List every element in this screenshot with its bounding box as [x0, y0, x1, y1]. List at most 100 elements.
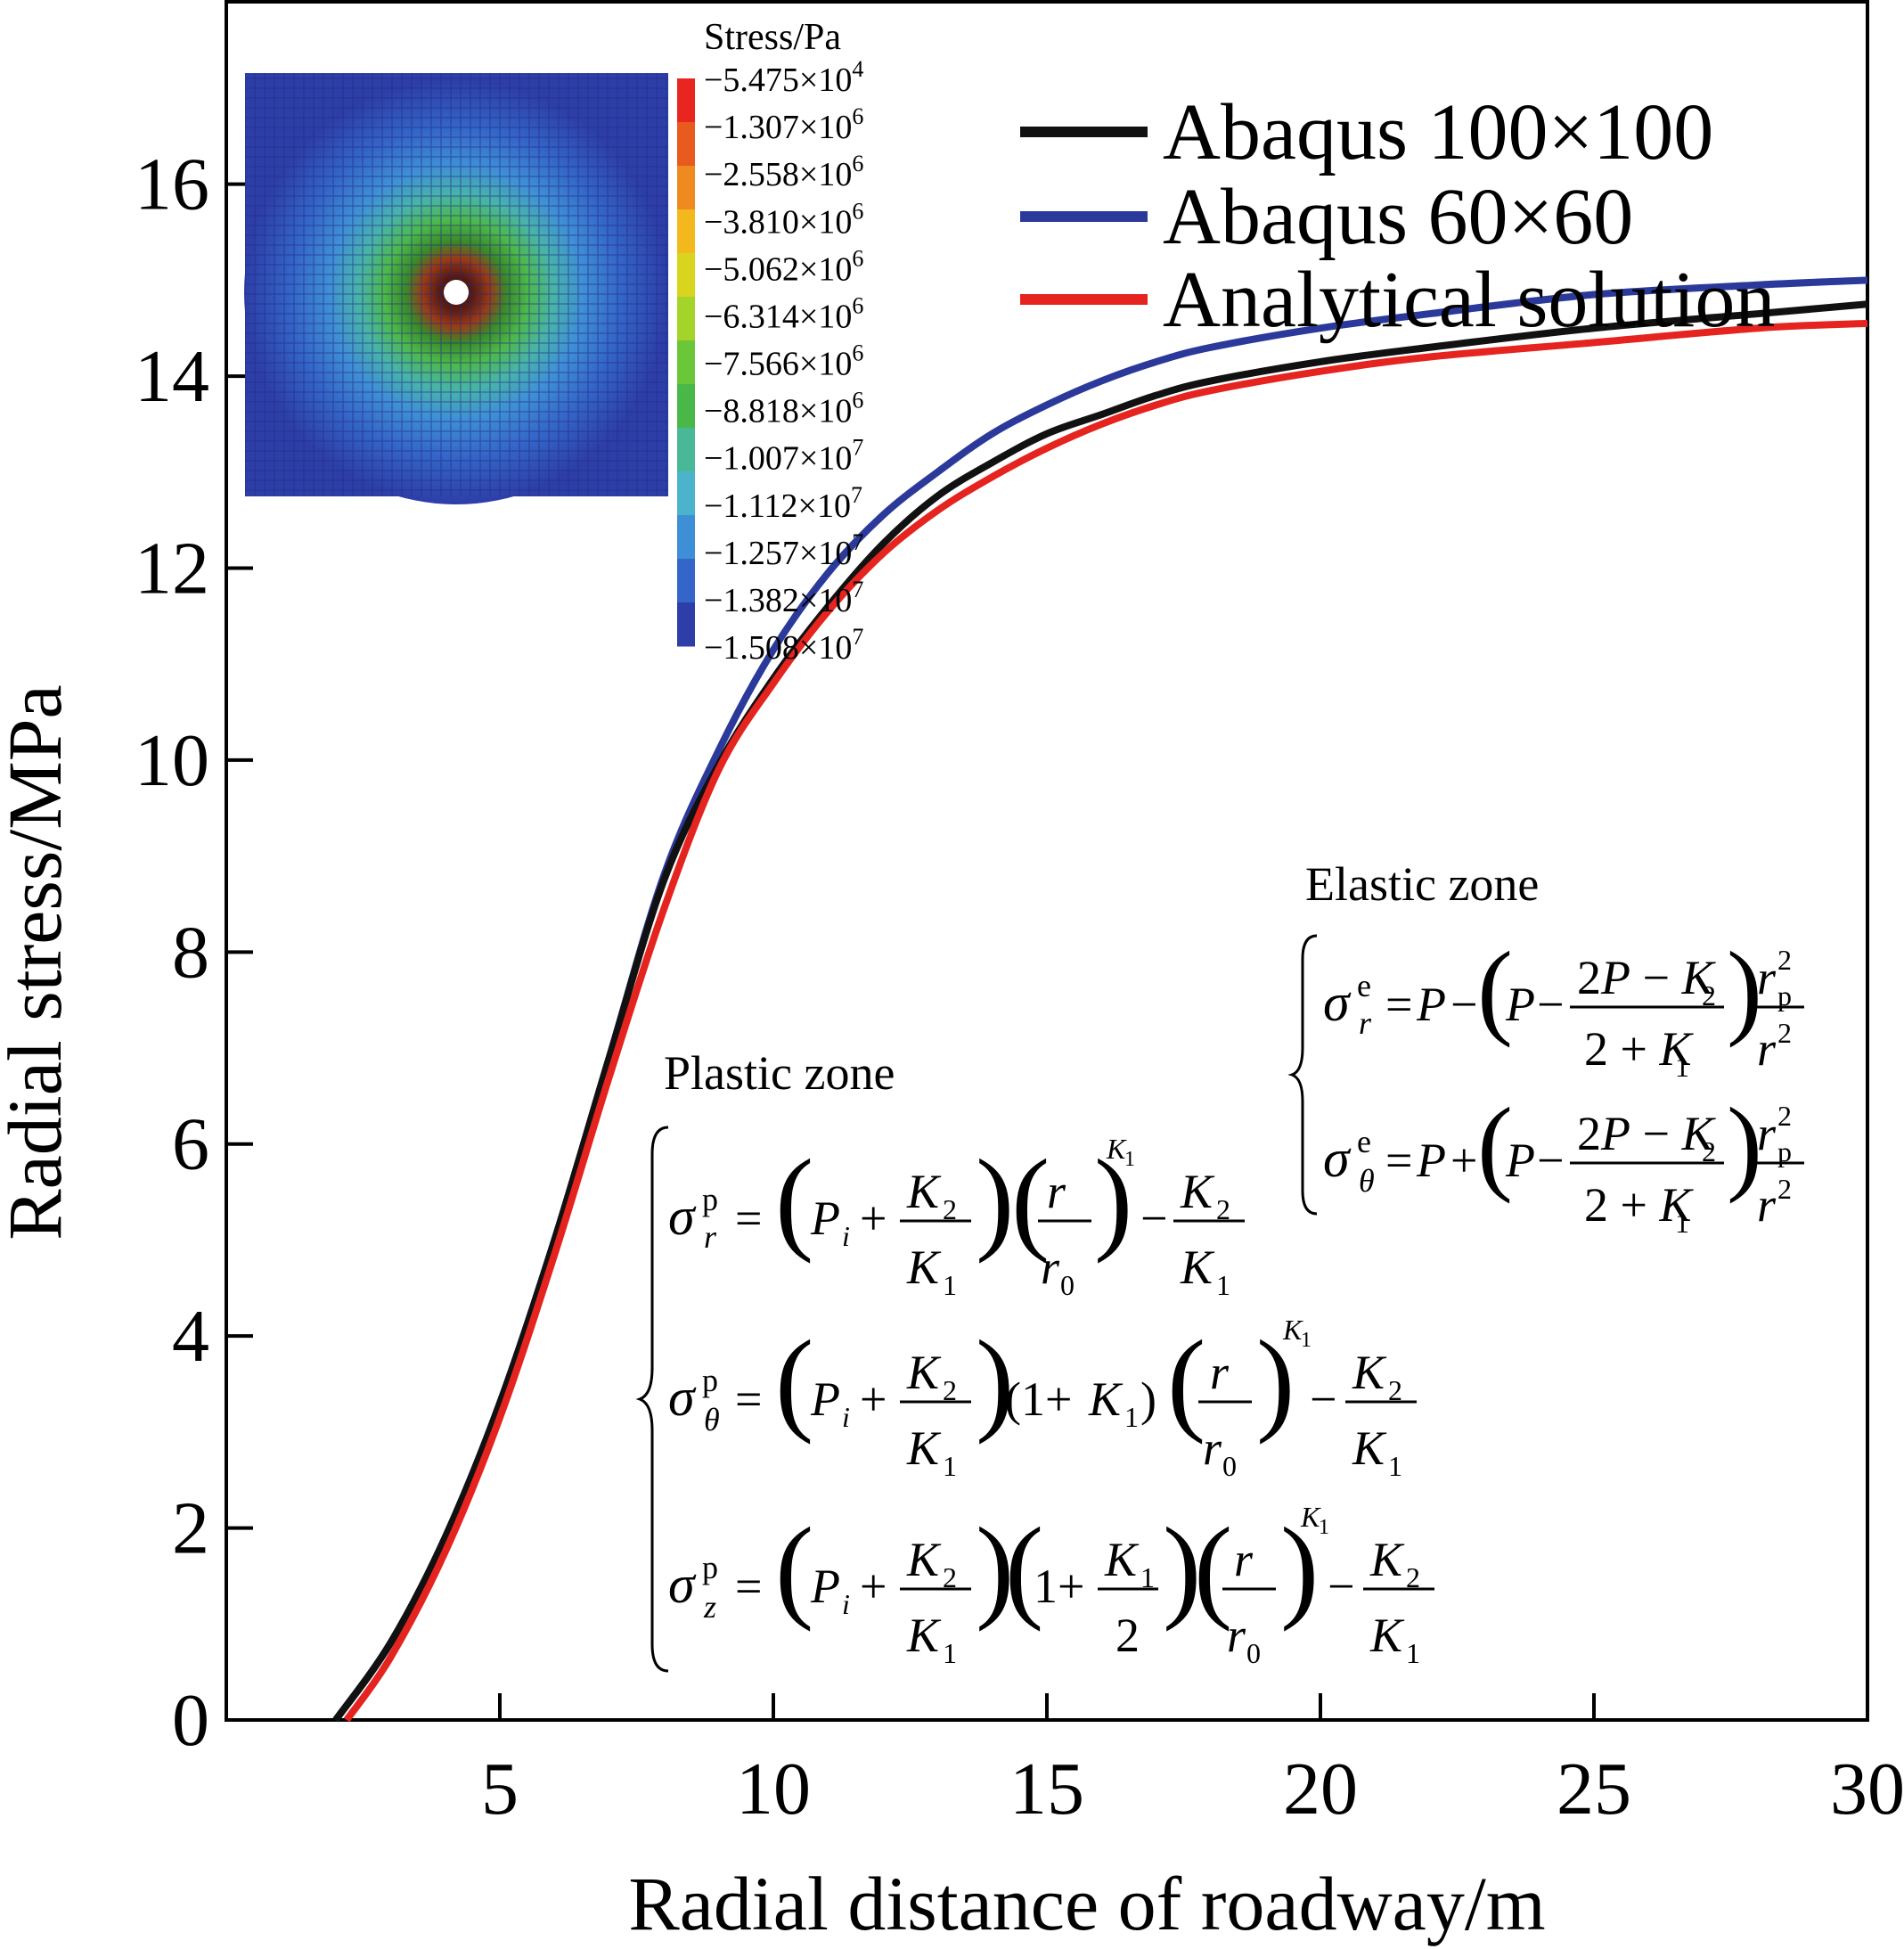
svg-text:(: (	[1005, 1504, 1043, 1633]
svg-text:2: 2	[943, 1193, 957, 1225]
inset-stress-contour	[244, 73, 668, 504]
svg-text:K: K	[1300, 1501, 1321, 1533]
y-tick-label: 14	[135, 335, 209, 418]
svg-text:−: −	[1450, 978, 1477, 1031]
x-tick-label: 20	[1283, 1748, 1358, 1830]
svg-text:K: K	[1180, 1241, 1215, 1294]
elastic-zone-label: Elastic zone	[1305, 857, 1539, 911]
svg-text:2: 2	[1115, 1609, 1140, 1662]
svg-text:1: 1	[943, 1269, 957, 1301]
svg-text:p: p	[702, 1182, 718, 1217]
colorbar-labels: −5.475×104−1.307×106 −2.558×106 −3.810×106…	[704, 56, 863, 667]
svg-text:K: K	[1352, 1346, 1387, 1399]
y-tick-label: 8	[172, 911, 209, 994]
svg-text:2: 2	[1777, 1100, 1792, 1132]
svg-text:2 + K: 2 + K	[1584, 1178, 1694, 1232]
colorbar-swatch	[677, 384, 695, 429]
series-line-2	[343, 319, 1868, 1723]
svg-text:2: 2	[1777, 944, 1792, 976]
colorbar-swatch	[677, 340, 695, 385]
plastic-brace	[635, 1126, 669, 1673]
svg-text:K: K	[906, 1241, 942, 1294]
svg-text:0: 0	[1246, 1637, 1261, 1669]
colorbar-swatch	[677, 559, 695, 603]
colorbar	[677, 78, 695, 647]
y-tick-label: 2	[172, 1487, 209, 1570]
svg-text:+: +	[860, 1560, 887, 1613]
y-tick-label: 10	[135, 719, 209, 802]
svg-text:−: −	[1140, 1192, 1167, 1245]
svg-text:r: r	[1757, 951, 1777, 1004]
y-tick-label: 16	[135, 143, 209, 226]
x-tick-label: 5	[481, 1748, 519, 1830]
svg-text:=: =	[1385, 1134, 1412, 1187]
svg-text:): )	[1280, 1504, 1319, 1633]
svg-text:P: P	[810, 1372, 840, 1426]
svg-text:P: P	[1416, 978, 1446, 1031]
svg-text:1: 1	[1319, 1516, 1329, 1539]
y-tick-label: 0	[172, 1679, 209, 1762]
svg-text:(: (	[1194, 1504, 1232, 1633]
svg-text:r: r	[1359, 1005, 1372, 1041]
svg-text:K: K	[1106, 1133, 1127, 1165]
svg-text:(: (	[1011, 1136, 1050, 1265]
svg-text:p: p	[1777, 1135, 1792, 1167]
svg-text:e: e	[1357, 968, 1371, 1003]
svg-text:): )	[976, 1504, 1014, 1633]
svg-text:+: +	[1450, 1134, 1477, 1187]
colorbar-swatch	[677, 209, 695, 254]
x-tick-label: 25	[1557, 1748, 1631, 1830]
svg-text:2: 2	[1777, 1173, 1792, 1205]
svg-text:2: 2	[1406, 1561, 1420, 1593]
svg-text:=: =	[735, 1560, 762, 1613]
colorbar-label: −6.314×106	[704, 292, 863, 335]
x-tick-label: 15	[1009, 1748, 1084, 1830]
svg-text:θ: θ	[704, 1402, 720, 1437]
svg-text:r: r	[1227, 1609, 1246, 1662]
svg-text:2P − K: 2P − K	[1577, 1107, 1716, 1160]
x-axis-label: Radial distance of roadway/m	[628, 1861, 1545, 1946]
y-tick-label: 6	[172, 1103, 209, 1186]
colorbar-swatch	[677, 297, 695, 341]
svg-text:P: P	[1416, 1134, 1446, 1187]
svg-text:2: 2	[1388, 1374, 1402, 1406]
svg-text:K: K	[1369, 1533, 1405, 1586]
svg-text:1: 1	[1140, 1561, 1155, 1593]
colorbar-label: −2.558×106	[704, 151, 863, 193]
svg-text:P: P	[810, 1192, 840, 1245]
svg-text:2: 2	[943, 1561, 957, 1593]
svg-text:1: 1	[1406, 1637, 1420, 1669]
svg-text:=: =	[735, 1372, 762, 1426]
svg-text:0: 0	[1222, 1450, 1237, 1482]
svg-text:1: 1	[1301, 1329, 1312, 1352]
colorbar-label: −1.007×107	[704, 435, 863, 478]
svg-text:): )	[1727, 1085, 1762, 1204]
colorbar-swatch	[677, 471, 695, 516]
svg-text:1: 1	[1124, 1148, 1135, 1171]
svg-text:σ: σ	[668, 1187, 697, 1246]
x-tick-label: 10	[736, 1748, 811, 1830]
svg-text:σ: σ	[1323, 973, 1352, 1032]
svg-text:θ: θ	[1359, 1163, 1375, 1199]
svg-text:K: K	[906, 1421, 942, 1475]
svg-text:K: K	[1282, 1314, 1303, 1346]
svg-text:1: 1	[943, 1637, 957, 1669]
elastic-brace	[1287, 934, 1318, 1216]
svg-text:(: (	[1167, 1317, 1205, 1445]
svg-text:P: P	[1505, 978, 1535, 1031]
svg-text:K: K	[1104, 1533, 1140, 1586]
svg-text:2: 2	[1702, 979, 1716, 1011]
legend-label-abaqus-60: Abaqus 60×60	[1163, 173, 1633, 261]
svg-text:+: +	[860, 1372, 887, 1426]
svg-text:r: r	[1757, 1107, 1777, 1160]
svg-text:1+: 1+	[1034, 1560, 1084, 1613]
svg-text:2: 2	[1777, 1017, 1792, 1049]
svg-text:K: K	[906, 1609, 942, 1662]
svg-text:): )	[1727, 929, 1762, 1048]
svg-text:−: −	[1328, 1560, 1354, 1613]
legend-label-analytical: Analytical solution	[1163, 256, 1775, 344]
colorbar-swatch	[677, 428, 695, 472]
colorbar-label: −1.112×107	[704, 482, 862, 525]
